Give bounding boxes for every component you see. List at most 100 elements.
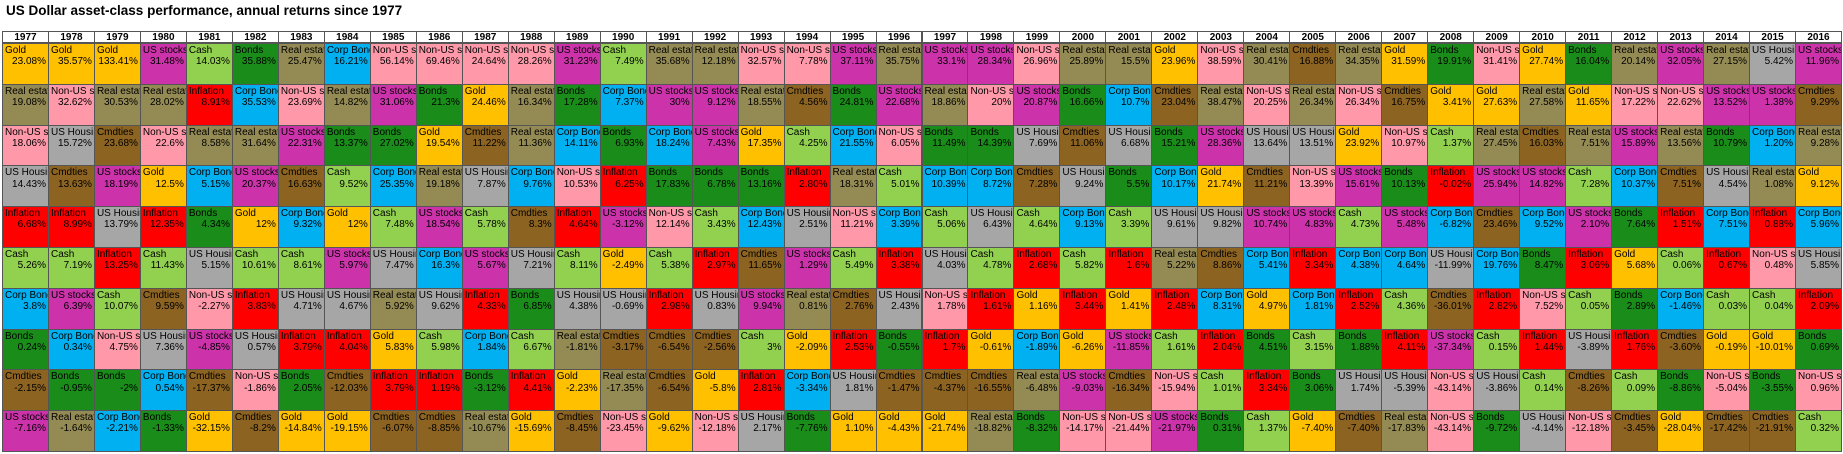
return-value: 2.05% (293, 382, 322, 394)
asset-class-label: Cmdties (464, 126, 502, 138)
return-value: -1.47% (887, 382, 920, 394)
return-cell: Cmdties -16.55% (967, 369, 1015, 412)
year-header: 2015 (1749, 31, 1797, 43)
return-value: 0.81% (799, 301, 828, 312)
return-value: 5.01% (891, 178, 920, 190)
return-cell: Cash 7.48% (369, 206, 417, 248)
asset-class-label: Cash (50, 249, 75, 260)
return-cell: Gold 4.97% (1243, 287, 1291, 330)
return-value: 5.82% (1075, 260, 1104, 272)
return-cell: Bonds 3.06% (1289, 369, 1337, 412)
asset-class-label: Inflation (1522, 330, 1558, 342)
return-cell: Inflation 1.6% (1105, 247, 1153, 289)
asset-class-label: US Housing (326, 289, 370, 301)
return-value: 2.10% (1580, 219, 1610, 231)
asset-class-label: Bonds (924, 126, 953, 138)
return-value: 5.42% (1764, 56, 1794, 68)
asset-class-label: Cash (142, 249, 167, 260)
return-cell: Real estate11.36% (507, 124, 555, 167)
return-cell: US stocks 31.06% (369, 83, 417, 126)
asset-class-label: Bonds (1384, 167, 1413, 179)
return-value: 20.37% (241, 178, 276, 190)
asset-class-label: Non-US stocks (602, 412, 647, 424)
return-cell: Cash 5.49% (829, 247, 877, 289)
asset-class-label: US stocks (694, 126, 739, 138)
return-cell: US Housing9.62% (415, 287, 463, 330)
return-value: 5.97% (339, 260, 368, 272)
return-cell: Gold -6.26% (1059, 328, 1107, 371)
return-cell: Inflation 3.79% (369, 369, 417, 412)
asset-class-label: Cmdties (326, 371, 364, 383)
return-value: 31.23% (563, 56, 598, 68)
asset-class-label: Gold (188, 412, 211, 424)
return-value: 35.75% (885, 56, 920, 68)
return-cell: US Housing-3.89% (1565, 328, 1613, 371)
return-cell: Cash 0.03% (1703, 287, 1751, 330)
return-cell: Cmdties 11.65% (737, 247, 785, 289)
return-value: 9.13% (1075, 219, 1104, 231)
return-cell: Non-US stocks0.48% (1749, 247, 1797, 289)
return-value: -43.14% (1433, 382, 1472, 394)
asset-class-label: US Housing (1246, 126, 1289, 138)
return-cell: Cmdties -8.2% (231, 410, 279, 452)
return-cell: US stocks -3.12% (599, 206, 647, 248)
return-value: -16.55% (974, 382, 1012, 394)
return-cell: Real estate30.41% (1243, 43, 1291, 85)
asset-class-label: Cash (1384, 289, 1408, 301)
asset-class-label: Corp Bonds (280, 208, 324, 220)
asset-class-label: Cash (556, 249, 581, 260)
asset-class-label: US stocks (924, 45, 969, 56)
asset-class-label: US stocks (1522, 167, 1567, 179)
return-cell: US stocks 22.68% (875, 83, 923, 126)
asset-class-label: Gold (1016, 289, 1038, 301)
return-value: 12% (347, 219, 368, 231)
asset-class-label: US stocks (5, 412, 49, 424)
return-value: 0.88% (1764, 219, 1794, 231)
asset-class-label: US Housing (280, 289, 324, 301)
return-value: 4.64% (1396, 260, 1426, 272)
asset-class-label: Bonds (1108, 167, 1137, 179)
return-value: 2.09% (1810, 301, 1839, 312)
return-value: 23.08% (12, 56, 46, 68)
return-cell: Cmdties 13.63% (47, 165, 95, 208)
return-cell: Real estate28.02% (139, 83, 187, 126)
year-header: 2005 (1289, 31, 1337, 43)
return-cell: Cmdties -4.37% (921, 369, 969, 412)
return-cell: Cash 1.37% (1243, 410, 1291, 452)
return-value: 35.88% (241, 56, 276, 68)
asset-class-label: Real estate (1798, 126, 1841, 138)
return-value: 6.68% (17, 219, 46, 231)
asset-class-label: Corp Bonds (234, 85, 278, 97)
return-value: -5.8% (709, 382, 736, 394)
return-cell: Bonds 27.02% (369, 124, 417, 167)
asset-class-label: US stocks (786, 249, 831, 260)
asset-class-label: US stocks (1798, 45, 1842, 56)
return-value: 24.46% (471, 97, 506, 108)
year-header: 2004 (1243, 31, 1291, 43)
return-cell: Gold 17.35% (737, 124, 785, 167)
return-cell: Cmdties -6.07% (369, 410, 417, 452)
return-cell: Cmdties -8.45% (553, 410, 601, 452)
return-value: -11.85% (1112, 341, 1150, 353)
asset-class-label: US Housing (142, 330, 186, 342)
asset-class-label: US stocks (1660, 45, 1705, 56)
asset-class-label: US stocks (694, 85, 739, 97)
return-cell: Gold 23.96% (1151, 43, 1199, 85)
asset-class-label: Real estate (648, 45, 692, 56)
return-value: 25.89% (1069, 56, 1104, 68)
asset-class-label: Bonds (1614, 208, 1643, 220)
return-value: 19.18% (425, 178, 460, 190)
return-cell: Real estate7.51% (1565, 124, 1613, 167)
return-value: 9.12% (707, 97, 736, 108)
return-cell: Cash 4.64% (1013, 206, 1061, 248)
return-value: 133.41% (98, 56, 138, 68)
asset-class-label: Real estate (1752, 167, 1795, 179)
year-header: 2016 (1795, 31, 1842, 43)
return-value: 3.44% (1075, 301, 1104, 312)
asset-class-label: US stocks (1706, 85, 1751, 97)
return-value: -0.61% (979, 341, 1012, 353)
asset-class-label: Cmdties (1154, 85, 1192, 97)
return-value: 9.29% (1810, 97, 1839, 108)
